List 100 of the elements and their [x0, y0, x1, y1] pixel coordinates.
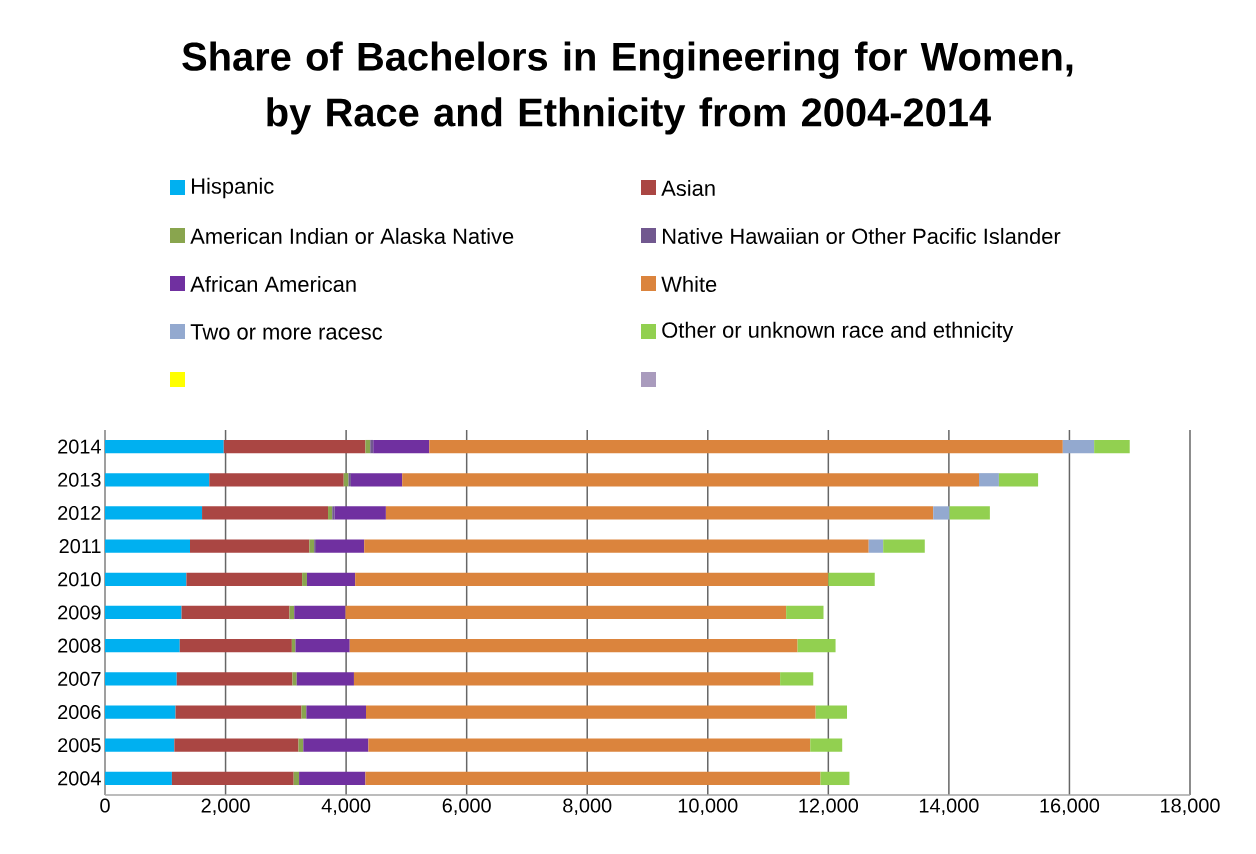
legend-label: Asian: [661, 179, 715, 197]
bar: [353, 672, 781, 686]
bar: [292, 672, 297, 686]
x-tick-label: 14,000: [919, 798, 979, 815]
bar: [295, 639, 350, 653]
bar: [202, 506, 329, 520]
bar: [345, 605, 787, 620]
y-tick-label: 2005: [58, 738, 101, 753]
bar: [786, 605, 824, 620]
bar: [105, 771, 172, 786]
bar: [296, 672, 354, 686]
bar: [998, 473, 1039, 487]
chart-title: Share of Bachelors in Engineering for Women, by Race and Ethnicity from 2004-2014: [182, 41, 1073, 135]
bar: [328, 506, 333, 520]
x-tick-label: 10,000: [678, 798, 738, 815]
bar: [815, 705, 848, 719]
legend-label: African American: [190, 275, 356, 293]
bar: [105, 705, 176, 719]
bar: [365, 439, 371, 454]
bar: [315, 539, 365, 553]
bar: [368, 738, 811, 752]
bar: [883, 539, 925, 553]
bar: [334, 506, 386, 520]
bar: [332, 506, 335, 520]
bar: [979, 473, 999, 487]
bar: [780, 672, 814, 686]
x-tick-label: 8,000: [563, 798, 612, 815]
bar: [105, 605, 182, 620]
legend-label: Two or more racesc: [190, 324, 383, 340]
bar: [293, 771, 300, 786]
bar: [828, 572, 875, 586]
bar: [350, 473, 403, 487]
y-tick-label: 2008: [58, 638, 101, 653]
y-tick-label: 2012: [58, 505, 101, 520]
bar: [355, 572, 829, 586]
bar: [370, 439, 374, 454]
bar: [176, 672, 293, 686]
bar: [365, 771, 821, 786]
bar: [309, 539, 315, 553]
legend-label: American Indian or Alaska Native: [190, 227, 514, 245]
y-tick-label: 2004: [58, 771, 101, 786]
y-tick-label: 2013: [58, 472, 101, 487]
bar: [797, 639, 836, 653]
bar: [174, 738, 299, 752]
bar: [366, 705, 816, 719]
bar: [289, 605, 295, 620]
bar: [949, 506, 990, 520]
legend-label: White: [661, 275, 717, 293]
bar: [306, 572, 356, 586]
bar: [171, 771, 294, 786]
x-tick-label: 4,000: [321, 798, 371, 815]
y-tick-label: 2006: [58, 704, 101, 720]
x-tick-label: 12,000: [799, 798, 859, 815]
bar: [1062, 439, 1095, 454]
bar: [190, 539, 310, 553]
bar: [105, 672, 177, 686]
y-tick-label: 2014: [58, 439, 101, 454]
bar: [429, 439, 1063, 454]
bar: [820, 771, 850, 786]
bar: [299, 771, 366, 786]
bar: [223, 439, 366, 454]
bar: [303, 738, 369, 752]
bar: [209, 473, 344, 487]
bar: [1094, 439, 1130, 454]
bar: [385, 506, 934, 520]
bar: [186, 572, 303, 586]
bar: [364, 539, 869, 553]
bar: [181, 605, 290, 620]
x-tick-label: 16,000: [1040, 798, 1100, 815]
bar: [294, 605, 346, 620]
bar: [105, 572, 187, 586]
bar: [343, 473, 349, 487]
bar: [105, 738, 175, 752]
bar: [105, 506, 203, 520]
x-tick-label: 6,000: [442, 798, 491, 815]
bar: [402, 473, 980, 487]
y-tick-label: 2010: [58, 572, 101, 587]
bar: [349, 639, 798, 653]
x-tick-label: 18,000: [1161, 798, 1220, 815]
bar: [373, 439, 430, 454]
bar: [105, 639, 180, 653]
bar: [179, 639, 292, 653]
x-tick-label: 0: [100, 798, 110, 813]
bar: [105, 539, 190, 553]
bar: [868, 539, 884, 553]
y-tick-label: 2011: [59, 539, 101, 554]
y-tick-label: 2009: [58, 605, 101, 620]
bar: [306, 705, 367, 719]
bar: [810, 738, 843, 752]
legend-label: Other or unknown race and ethnicity: [662, 321, 1014, 343]
x-tick-label: 2,000: [201, 798, 250, 815]
bar: [105, 473, 210, 487]
bar: [298, 738, 304, 752]
legend-label: Hispanic: [192, 177, 274, 199]
y-tick-label: 2007: [58, 671, 101, 686]
bar: [933, 506, 950, 520]
bar: [105, 439, 224, 454]
legend-label: Native Hawaiian or Other Pacific Islander: [663, 227, 1061, 245]
bar: [302, 572, 307, 586]
bar: [175, 705, 302, 719]
